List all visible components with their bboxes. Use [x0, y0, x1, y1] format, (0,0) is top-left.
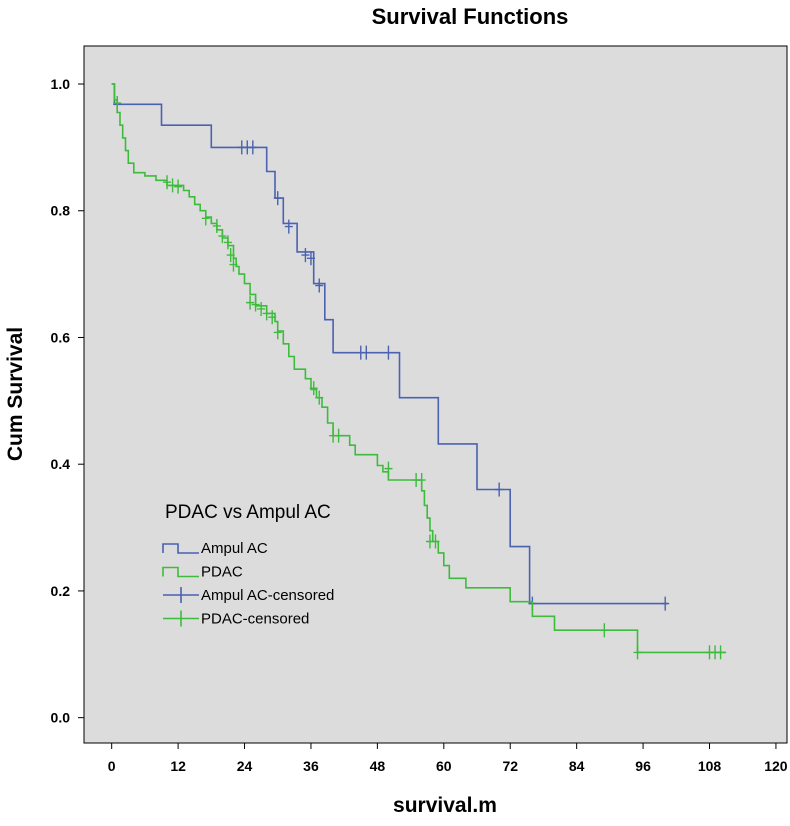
- legend-swatch-pdac-censored: [163, 610, 199, 627]
- y-tick-label: 0.4: [51, 456, 71, 472]
- legend-title: PDAC vs Ampul AC: [165, 502, 331, 523]
- censor-mark-ampul-ac: [248, 140, 257, 155]
- x-tick-label: 0: [108, 758, 116, 774]
- censor-mark-ampul-ac: [273, 191, 282, 206]
- censor-mark-ampul-ac: [495, 482, 504, 497]
- x-tick-label: 48: [370, 758, 386, 774]
- censor-mark-pdac: [226, 248, 235, 263]
- censor-mark-pdac: [212, 218, 221, 233]
- censor-mark-pdac: [262, 306, 271, 321]
- censor-mark-ampul-ac: [384, 345, 393, 360]
- x-tick-label: 60: [436, 758, 452, 774]
- censor-mark-ampul-ac: [315, 278, 324, 293]
- censor-mark-pdac: [251, 297, 260, 312]
- censor-mark-pdac: [229, 257, 238, 272]
- y-axis-label: Cum Survival: [4, 327, 27, 461]
- censor-mark-pdac: [168, 178, 177, 193]
- censor-mark-pdac: [113, 96, 122, 111]
- censor-mark-ampul-ac: [362, 345, 371, 360]
- censor-mark-pdac: [223, 235, 232, 250]
- chart-title: Survival Functions: [372, 4, 569, 29]
- legend-label-pdac: PDAC: [201, 564, 243, 581]
- censor-mark-pdac: [315, 390, 324, 405]
- legend-label-ampul-ac-censored: Ampul AC-censored: [201, 587, 334, 604]
- censor-mark-pdac: [633, 645, 642, 660]
- censor-mark-pdac: [417, 473, 426, 488]
- censor-mark-ampul-ac: [301, 248, 310, 263]
- series-line-ampul-ac: [111, 83, 668, 605]
- x-tick-label: 96: [635, 758, 651, 774]
- axes: 0 12 24 36 48 60 72 84 96 108 120 0.0 0.2 0.4 0.6 0.8 1.…: [51, 76, 788, 774]
- plot-area: [83, 45, 788, 744]
- censor-mark-pdac: [600, 623, 609, 638]
- x-tick-label: 84: [569, 758, 585, 774]
- censor-mark-pdac: [273, 325, 282, 340]
- x-tick-label: 24: [237, 758, 253, 774]
- censor-mark-pdac: [309, 381, 318, 396]
- censor-mark-pdac: [201, 211, 210, 226]
- censor-mark-pdac: [431, 534, 440, 549]
- legend-label-ampul-ac: Ampul AC: [201, 540, 268, 557]
- censor-mark-ampul-ac: [661, 596, 670, 611]
- legend-swatch-ampul-ac: [162, 543, 199, 554]
- censor-mark-ampul-ac: [284, 219, 293, 234]
- x-tick-label: 108: [698, 758, 722, 774]
- legend: PDAC vs Ampul AC Ampul AC PDAC Ampul AC-cen…: [162, 502, 334, 628]
- y-tick-label: 1.0: [51, 76, 71, 92]
- x-tick-label: 36: [303, 758, 319, 774]
- censor-mark-pdac: [163, 175, 172, 190]
- x-axis-label: survival.m: [393, 794, 497, 817]
- y-tick-label: 0.8: [51, 203, 71, 219]
- legend-swatch-pdac: [162, 566, 199, 578]
- censor-mark-pdac: [716, 645, 725, 660]
- x-tick-label: 120: [764, 758, 788, 774]
- legend-swatch-ampul-ac-censored: [163, 587, 199, 603]
- censor-mark-pdac: [384, 461, 393, 476]
- censor-mark-ampul-ac: [306, 251, 315, 266]
- censor-mark-pdac: [334, 428, 343, 443]
- censor-mark-pdac: [257, 301, 266, 316]
- censor-mark-pdac: [174, 179, 183, 194]
- censor-mark-pdac: [246, 295, 255, 310]
- censor-mark-pdac: [268, 310, 277, 325]
- x-tick-label: 12: [170, 758, 186, 774]
- x-tick-label: 72: [502, 758, 518, 774]
- censor-mark-pdac: [218, 229, 227, 244]
- legend-label-pdac-censored: PDAC-censored: [201, 611, 309, 628]
- y-tick-label: 0.0: [51, 710, 71, 726]
- y-tick-label: 0.6: [51, 329, 71, 345]
- series-layer: [111, 83, 727, 660]
- y-tick-label: 0.2: [51, 583, 71, 599]
